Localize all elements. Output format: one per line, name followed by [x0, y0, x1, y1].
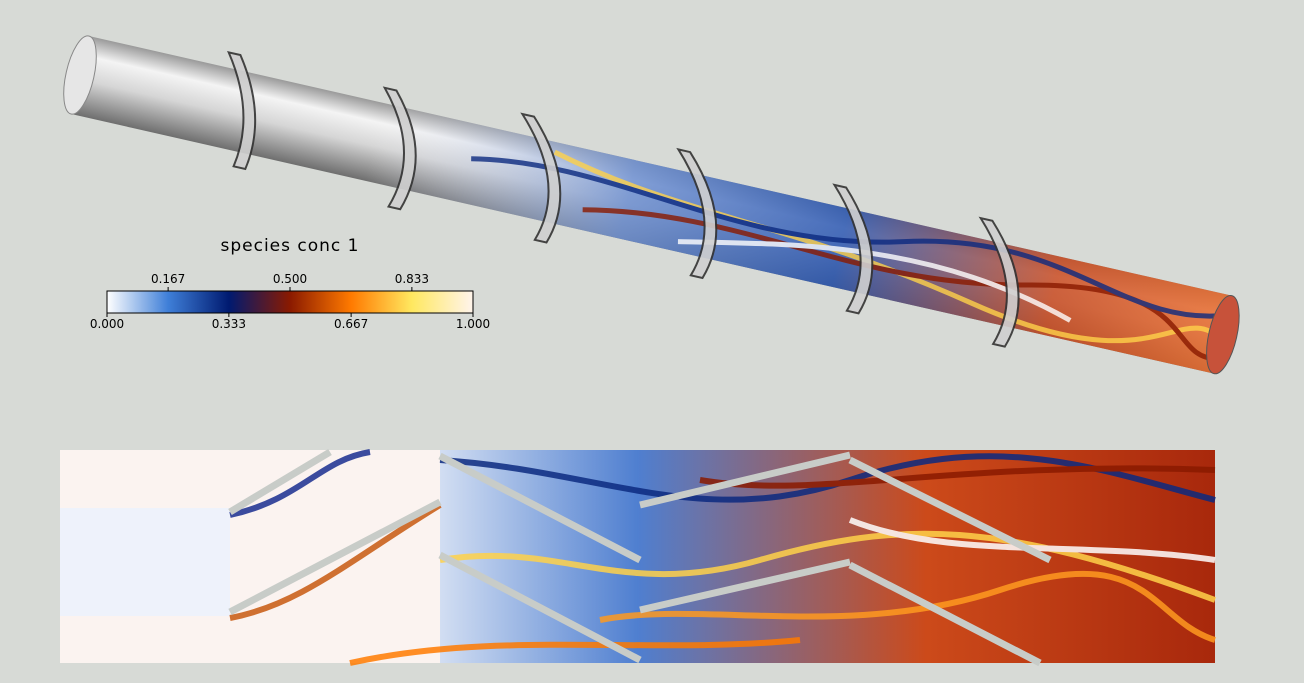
tick-label: 0.833 — [395, 272, 429, 286]
tick-label: 0.167 — [151, 272, 185, 286]
tick-label: 0.500 — [273, 272, 307, 286]
tick-label: 0.000 — [90, 317, 124, 331]
colorbar-title: species conc 1 — [221, 236, 360, 256]
cross-section — [60, 450, 1215, 663]
tick-label: 0.333 — [212, 317, 246, 331]
visualization: species conc 1 0.000 0.167 0.333 0.500 0.667… — [0, 0, 1304, 683]
tick-label: 1.000 — [456, 317, 490, 331]
colorbar-scale — [107, 291, 473, 313]
tick-label: 0.667 — [334, 317, 368, 331]
